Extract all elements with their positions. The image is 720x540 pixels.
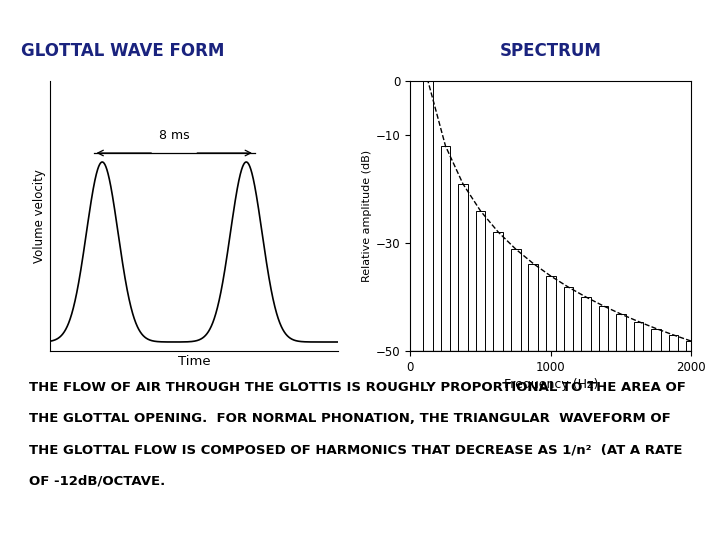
Bar bbox=[598, 306, 608, 351]
Bar bbox=[441, 146, 450, 351]
Text: OF -12dB/OCTAVE.: OF -12dB/OCTAVE. bbox=[29, 475, 165, 488]
X-axis label: Frequency (Hz): Frequency (Hz) bbox=[503, 378, 598, 391]
Bar bbox=[686, 341, 696, 351]
Bar bbox=[528, 264, 538, 351]
Bar bbox=[423, 81, 433, 351]
X-axis label: Time: Time bbox=[178, 355, 211, 368]
Text: 8 ms: 8 ms bbox=[159, 129, 189, 142]
Text: GLOTTAL WAVE FORM: GLOTTAL WAVE FORM bbox=[21, 42, 224, 60]
Bar bbox=[511, 249, 521, 351]
Bar bbox=[493, 232, 503, 351]
Text: THE GLOTTAL OPENING.  FOR NORMAL PHONATION, THE TRIANGULAR  WAVEFORM OF: THE GLOTTAL OPENING. FOR NORMAL PHONATIO… bbox=[29, 412, 670, 425]
Bar bbox=[616, 314, 626, 351]
Bar bbox=[669, 335, 678, 351]
Bar bbox=[634, 322, 644, 351]
Y-axis label: Volume velocity: Volume velocity bbox=[33, 169, 46, 263]
Y-axis label: Relative amplitude (dB): Relative amplitude (dB) bbox=[361, 150, 372, 282]
Text: SPECTRUM: SPECTRUM bbox=[500, 42, 602, 60]
Bar bbox=[652, 328, 661, 351]
Bar bbox=[458, 184, 468, 351]
Bar bbox=[476, 211, 485, 351]
Text: THE FLOW OF AIR THROUGH THE GLOTTIS IS ROUGHLY PROPORTIONAL TO THE AREA OF: THE FLOW OF AIR THROUGH THE GLOTTIS IS R… bbox=[29, 381, 685, 394]
Text: THE GLOTTAL FLOW IS COMPOSED OF HARMONICS THAT DECREASE AS 1/n²  (AT A RATE: THE GLOTTAL FLOW IS COMPOSED OF HARMONIC… bbox=[29, 443, 683, 456]
Bar bbox=[581, 297, 590, 351]
Bar bbox=[546, 276, 556, 351]
Bar bbox=[564, 287, 573, 351]
